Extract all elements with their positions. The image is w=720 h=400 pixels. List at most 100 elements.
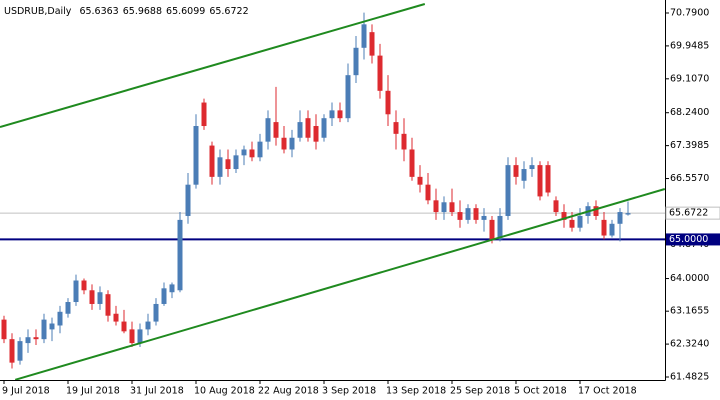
candle-body <box>169 284 175 293</box>
candle-body <box>249 149 255 158</box>
candle-body <box>329 110 335 119</box>
level-label-box <box>666 233 720 246</box>
candle-body <box>441 202 447 213</box>
candle-body <box>417 176 423 185</box>
candle-body <box>353 47 359 76</box>
candle-body <box>41 319 47 340</box>
candle-body <box>201 102 207 127</box>
candle-body <box>609 223 615 236</box>
candle-body <box>137 329 143 344</box>
candle-body <box>145 321 151 330</box>
x-tick-label: 22 Aug 2018 <box>258 386 319 397</box>
candle-body <box>33 337 39 340</box>
candle-body <box>545 165 551 193</box>
level-label: 65.0000 <box>669 234 708 245</box>
candle-body <box>385 90 391 115</box>
candle-body <box>273 122 279 138</box>
candle-body <box>81 280 87 291</box>
candle-body <box>281 137 287 150</box>
x-tick-label: 10 Aug 2018 <box>194 386 255 397</box>
candle-body <box>409 149 415 177</box>
header: USDRUB,Daily 65.6363 65.9688 65.6099 65.6722 <box>4 6 249 17</box>
candle-body <box>73 280 79 303</box>
symbol: USDRUB,Daily <box>4 6 72 17</box>
candle-body <box>377 55 383 91</box>
candle-body <box>601 219 607 236</box>
candle-body <box>577 215 583 228</box>
y-tick-label: 62.3240 <box>670 339 709 350</box>
candle-body <box>433 200 439 213</box>
candle-body <box>217 157 223 177</box>
candle-body <box>89 290 95 304</box>
candle-body <box>521 169 527 181</box>
candle-body <box>57 311 63 326</box>
candle-body <box>361 24 367 48</box>
candle-body <box>369 32 375 56</box>
x-tick-label: 3 Sep 2018 <box>322 386 376 397</box>
last-high: 65.9688 <box>123 6 162 17</box>
y-tick-label: 70.7900 <box>670 7 709 18</box>
candle-body <box>617 212 623 224</box>
candle-body <box>497 215 503 240</box>
x-tick-label: 25 Sep 2018 <box>450 386 510 397</box>
candle-body <box>393 122 399 134</box>
candle-body <box>321 118 327 138</box>
candle-body <box>153 303 159 322</box>
candle-body <box>233 155 239 170</box>
candle-body <box>449 202 455 213</box>
candle-body <box>561 212 567 220</box>
candle-body <box>25 337 31 344</box>
candle-body <box>465 208 471 220</box>
y-tick-label: 63.1655 <box>670 306 709 317</box>
y-tick-label: 69.1070 <box>670 73 709 84</box>
candle-body <box>241 149 247 156</box>
candle-body <box>337 110 343 119</box>
x-tick-label: 19 Jul 2018 <box>66 386 120 397</box>
y-tick-label: 66.5570 <box>670 173 709 184</box>
candle-body <box>481 215 487 220</box>
x-tick-label: 17 Oct 2018 <box>578 386 637 397</box>
candle-body <box>401 133 407 150</box>
candle-body <box>209 145 215 177</box>
candle-body <box>193 126 199 185</box>
last-close: 65.6722 <box>209 6 248 17</box>
candle-body <box>313 126 319 142</box>
x-tick-label: 5 Oct 2018 <box>514 386 567 397</box>
candle-body <box>473 208 479 220</box>
trend-line <box>14 188 666 381</box>
candle-body <box>177 219 183 291</box>
y-tick-label: 68.2400 <box>670 107 709 118</box>
candle-body <box>185 184 191 216</box>
x-tick-label: 31 Jul 2018 <box>130 386 184 397</box>
candle-body <box>537 165 543 197</box>
candle-body <box>297 122 303 138</box>
candle-body <box>553 200 559 213</box>
candle-body <box>289 137 295 150</box>
candle-body <box>225 159 231 170</box>
candle-body <box>265 118 271 142</box>
candle-body <box>513 165 519 177</box>
candle-body <box>257 141 263 158</box>
y-tick-label: 61.4825 <box>670 372 709 383</box>
y-tick-label: 64.0000 <box>670 273 709 284</box>
candle-body <box>305 118 311 138</box>
trend-line <box>0 3 426 128</box>
candle-body <box>9 339 15 363</box>
candle-body <box>113 313 119 322</box>
candle-body <box>65 302 71 314</box>
candle-body <box>1 319 7 340</box>
candle-body <box>17 341 23 361</box>
x-tick-label: 13 Sep 2018 <box>386 386 446 397</box>
candle-body <box>105 294 111 316</box>
last-low: 65.6099 <box>166 6 205 17</box>
candle-body <box>489 219 495 240</box>
y-tick-label: 69.9485 <box>670 40 709 51</box>
bid-label: 65.6722 <box>669 208 708 219</box>
candle-body <box>625 213 631 215</box>
candle-body <box>593 206 599 216</box>
candle-body <box>97 292 103 304</box>
bid-label-box <box>665 206 720 220</box>
last-open: 65.6363 <box>79 6 118 17</box>
